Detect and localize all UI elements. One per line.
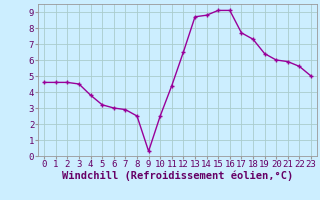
X-axis label: Windchill (Refroidissement éolien,°C): Windchill (Refroidissement éolien,°C): [62, 171, 293, 181]
